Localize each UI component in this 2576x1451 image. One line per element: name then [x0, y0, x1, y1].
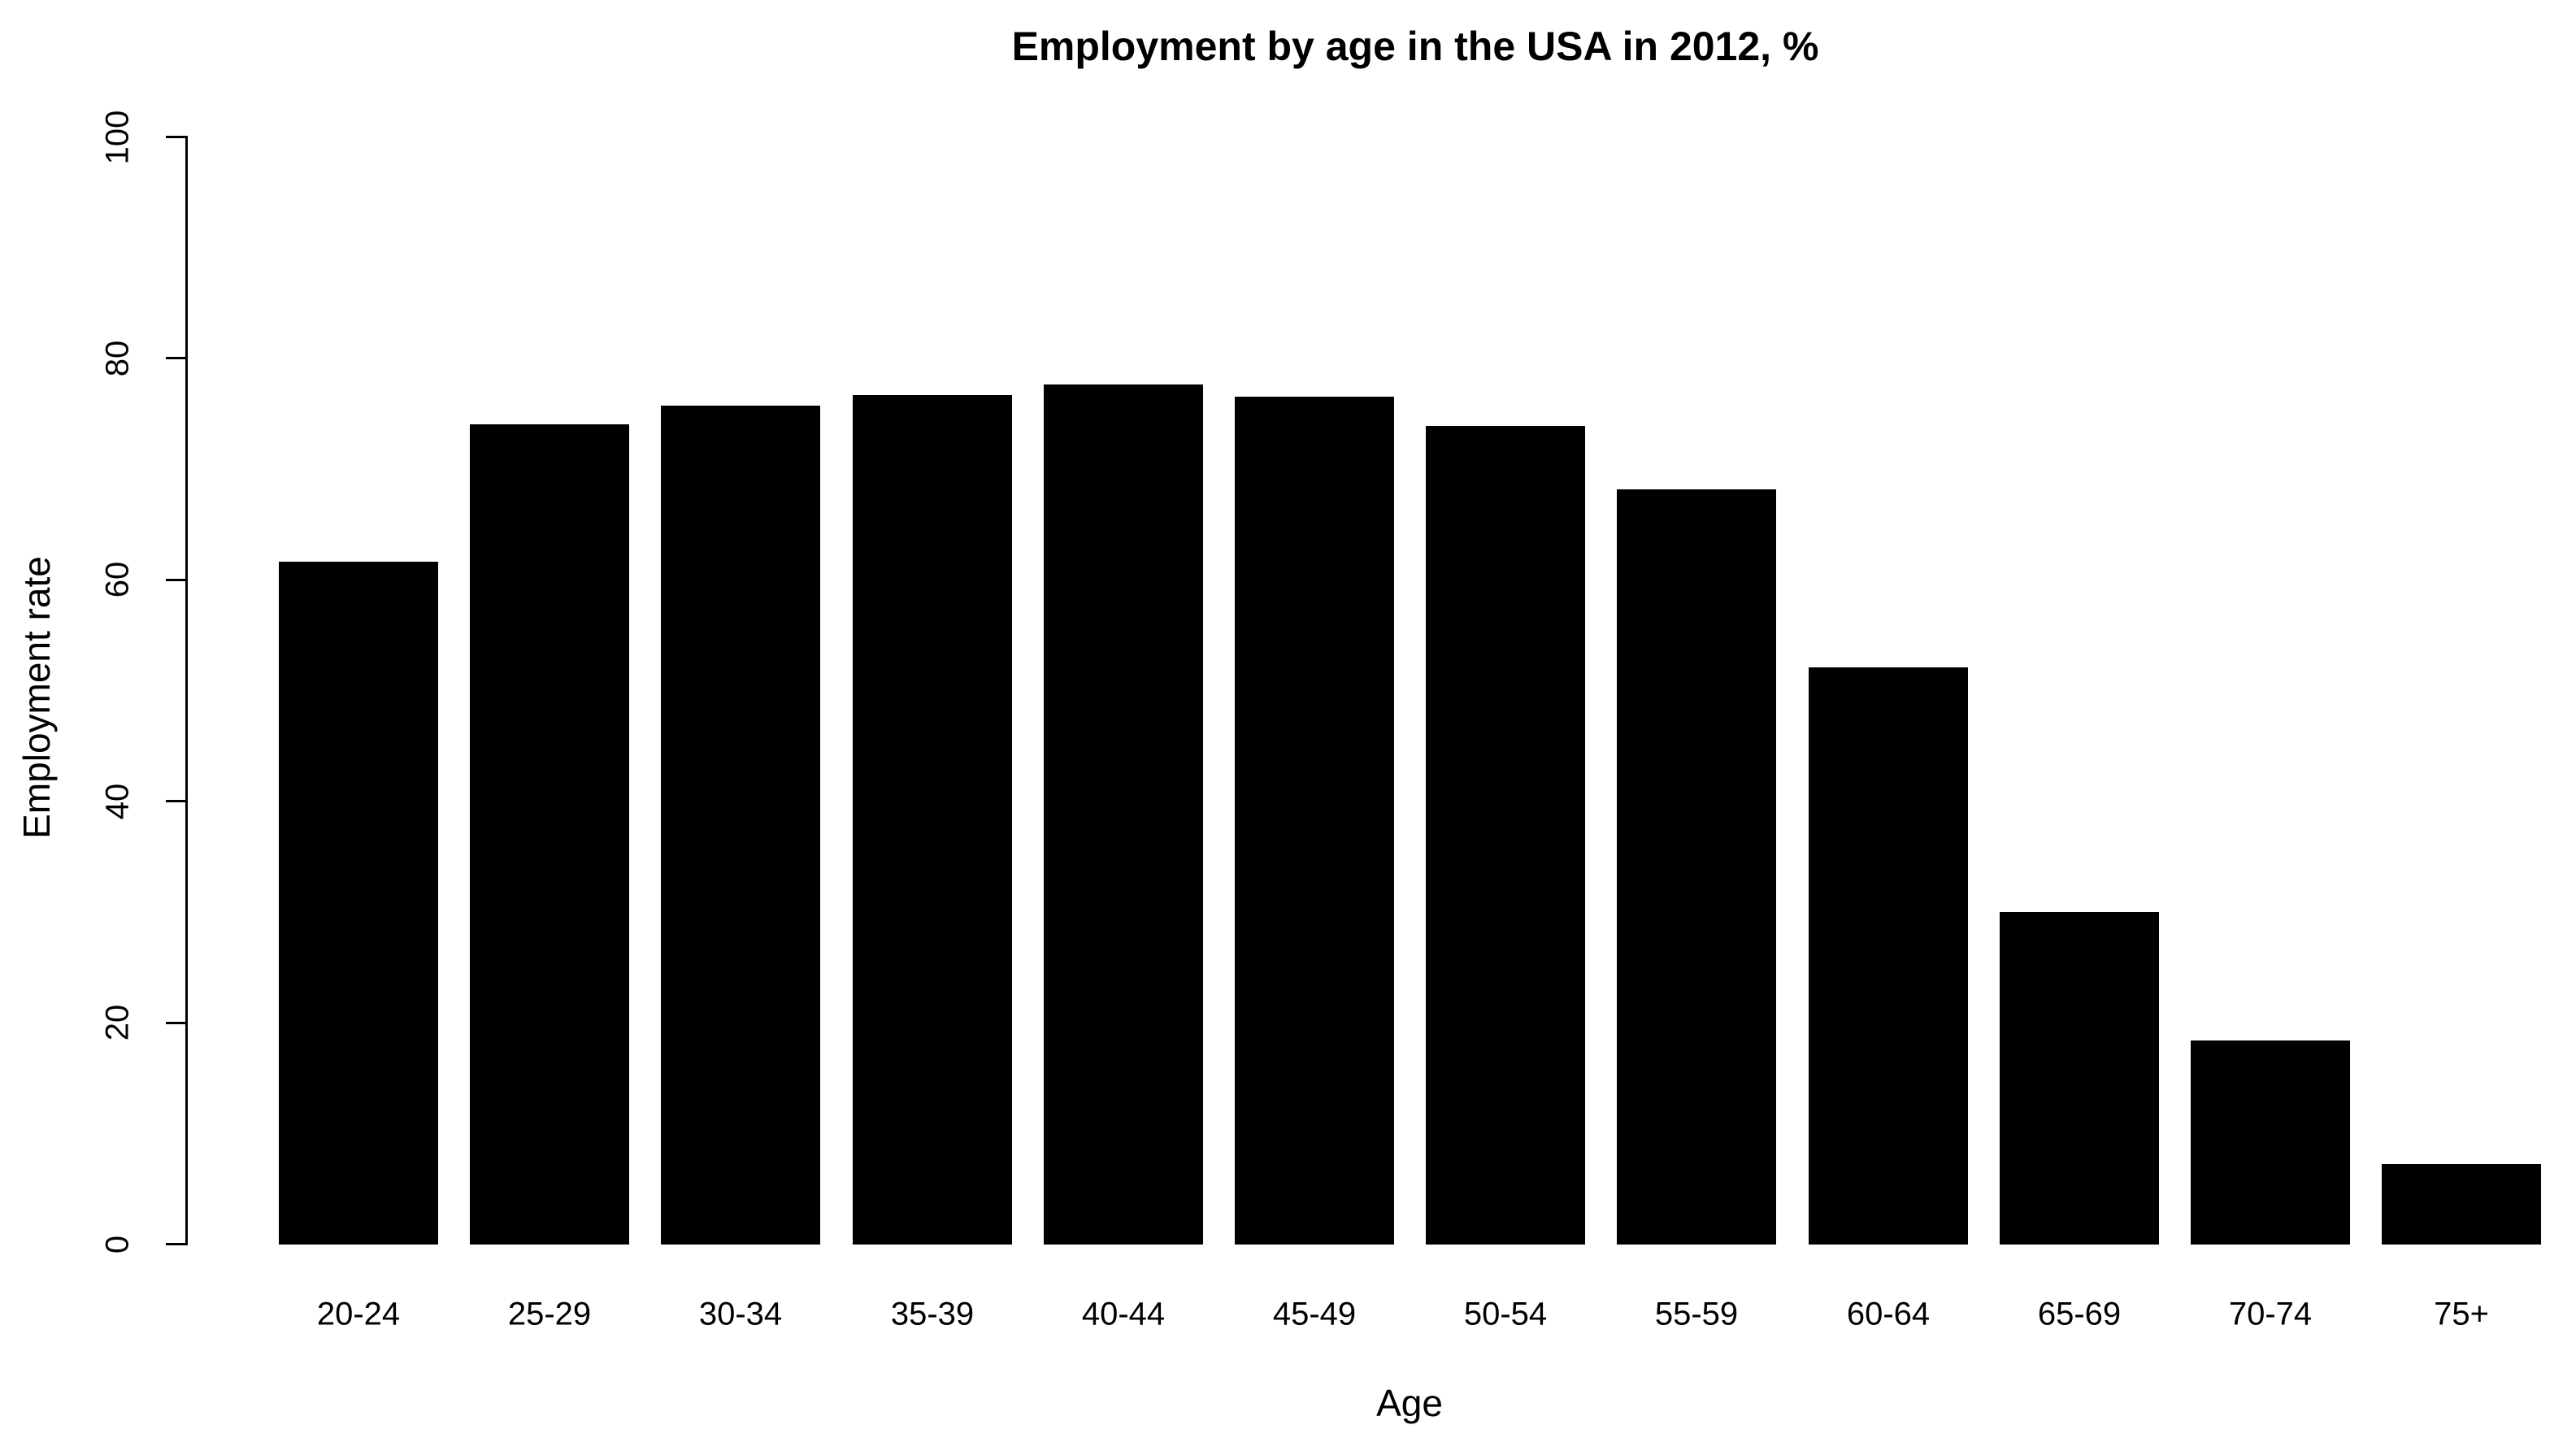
- x-axis-tick-label: 65-69: [2037, 1296, 2122, 1332]
- bar: [2382, 1164, 2541, 1245]
- y-axis-tick-label: 40: [99, 783, 136, 819]
- y-axis-tick-label: 60: [99, 562, 136, 598]
- x-axis-tick-label: 75+: [2434, 1296, 2489, 1332]
- bar: [1044, 384, 1203, 1245]
- y-axis-tick-label: 0: [99, 1235, 136, 1253]
- x-axis-tick-label: 45-49: [1272, 1296, 1357, 1332]
- bar: [1426, 426, 1585, 1245]
- y-axis-tick-mark: [166, 357, 187, 360]
- y-axis-tick-mark: [166, 136, 187, 138]
- bar: [1617, 489, 1776, 1245]
- bar: [2191, 1040, 2350, 1245]
- y-axis-line: [185, 136, 188, 1245]
- x-axis-tick-label: 50-54: [1463, 1296, 1548, 1332]
- x-axis-tick-label: 40-44: [1081, 1296, 1166, 1332]
- bar: [853, 395, 1012, 1245]
- bar: [661, 406, 820, 1245]
- x-axis-tick-label: 55-59: [1654, 1296, 1739, 1332]
- y-axis-title: Employment rate: [15, 556, 58, 839]
- y-axis-tick-mark: [166, 800, 187, 803]
- x-axis-tick-label: 70-74: [2228, 1296, 2313, 1332]
- bar: [1235, 397, 1394, 1245]
- x-axis-tick-label: 30-34: [698, 1296, 783, 1332]
- x-axis-tick-label: 20-24: [316, 1296, 401, 1332]
- y-axis-tick-label: 20: [99, 1004, 136, 1041]
- bar: [2000, 912, 2159, 1245]
- y-axis-tick-mark: [166, 1243, 187, 1245]
- x-axis-tick-label: 60-64: [1846, 1296, 1931, 1332]
- bar: [279, 562, 438, 1245]
- y-axis-tick-mark: [166, 578, 187, 581]
- y-axis-tick-label: 100: [99, 110, 136, 164]
- x-axis-tick-label: 35-39: [890, 1296, 975, 1332]
- y-axis-tick-label: 80: [99, 340, 136, 377]
- bar: [470, 424, 629, 1245]
- x-axis-title: Age: [1376, 1382, 1443, 1424]
- y-axis-tick-mark: [166, 1021, 187, 1024]
- bar: [1809, 667, 1968, 1245]
- x-axis-tick-label: 25-29: [507, 1296, 592, 1332]
- chart-title: Employment by age in the USA in 2012, %: [1011, 24, 1819, 69]
